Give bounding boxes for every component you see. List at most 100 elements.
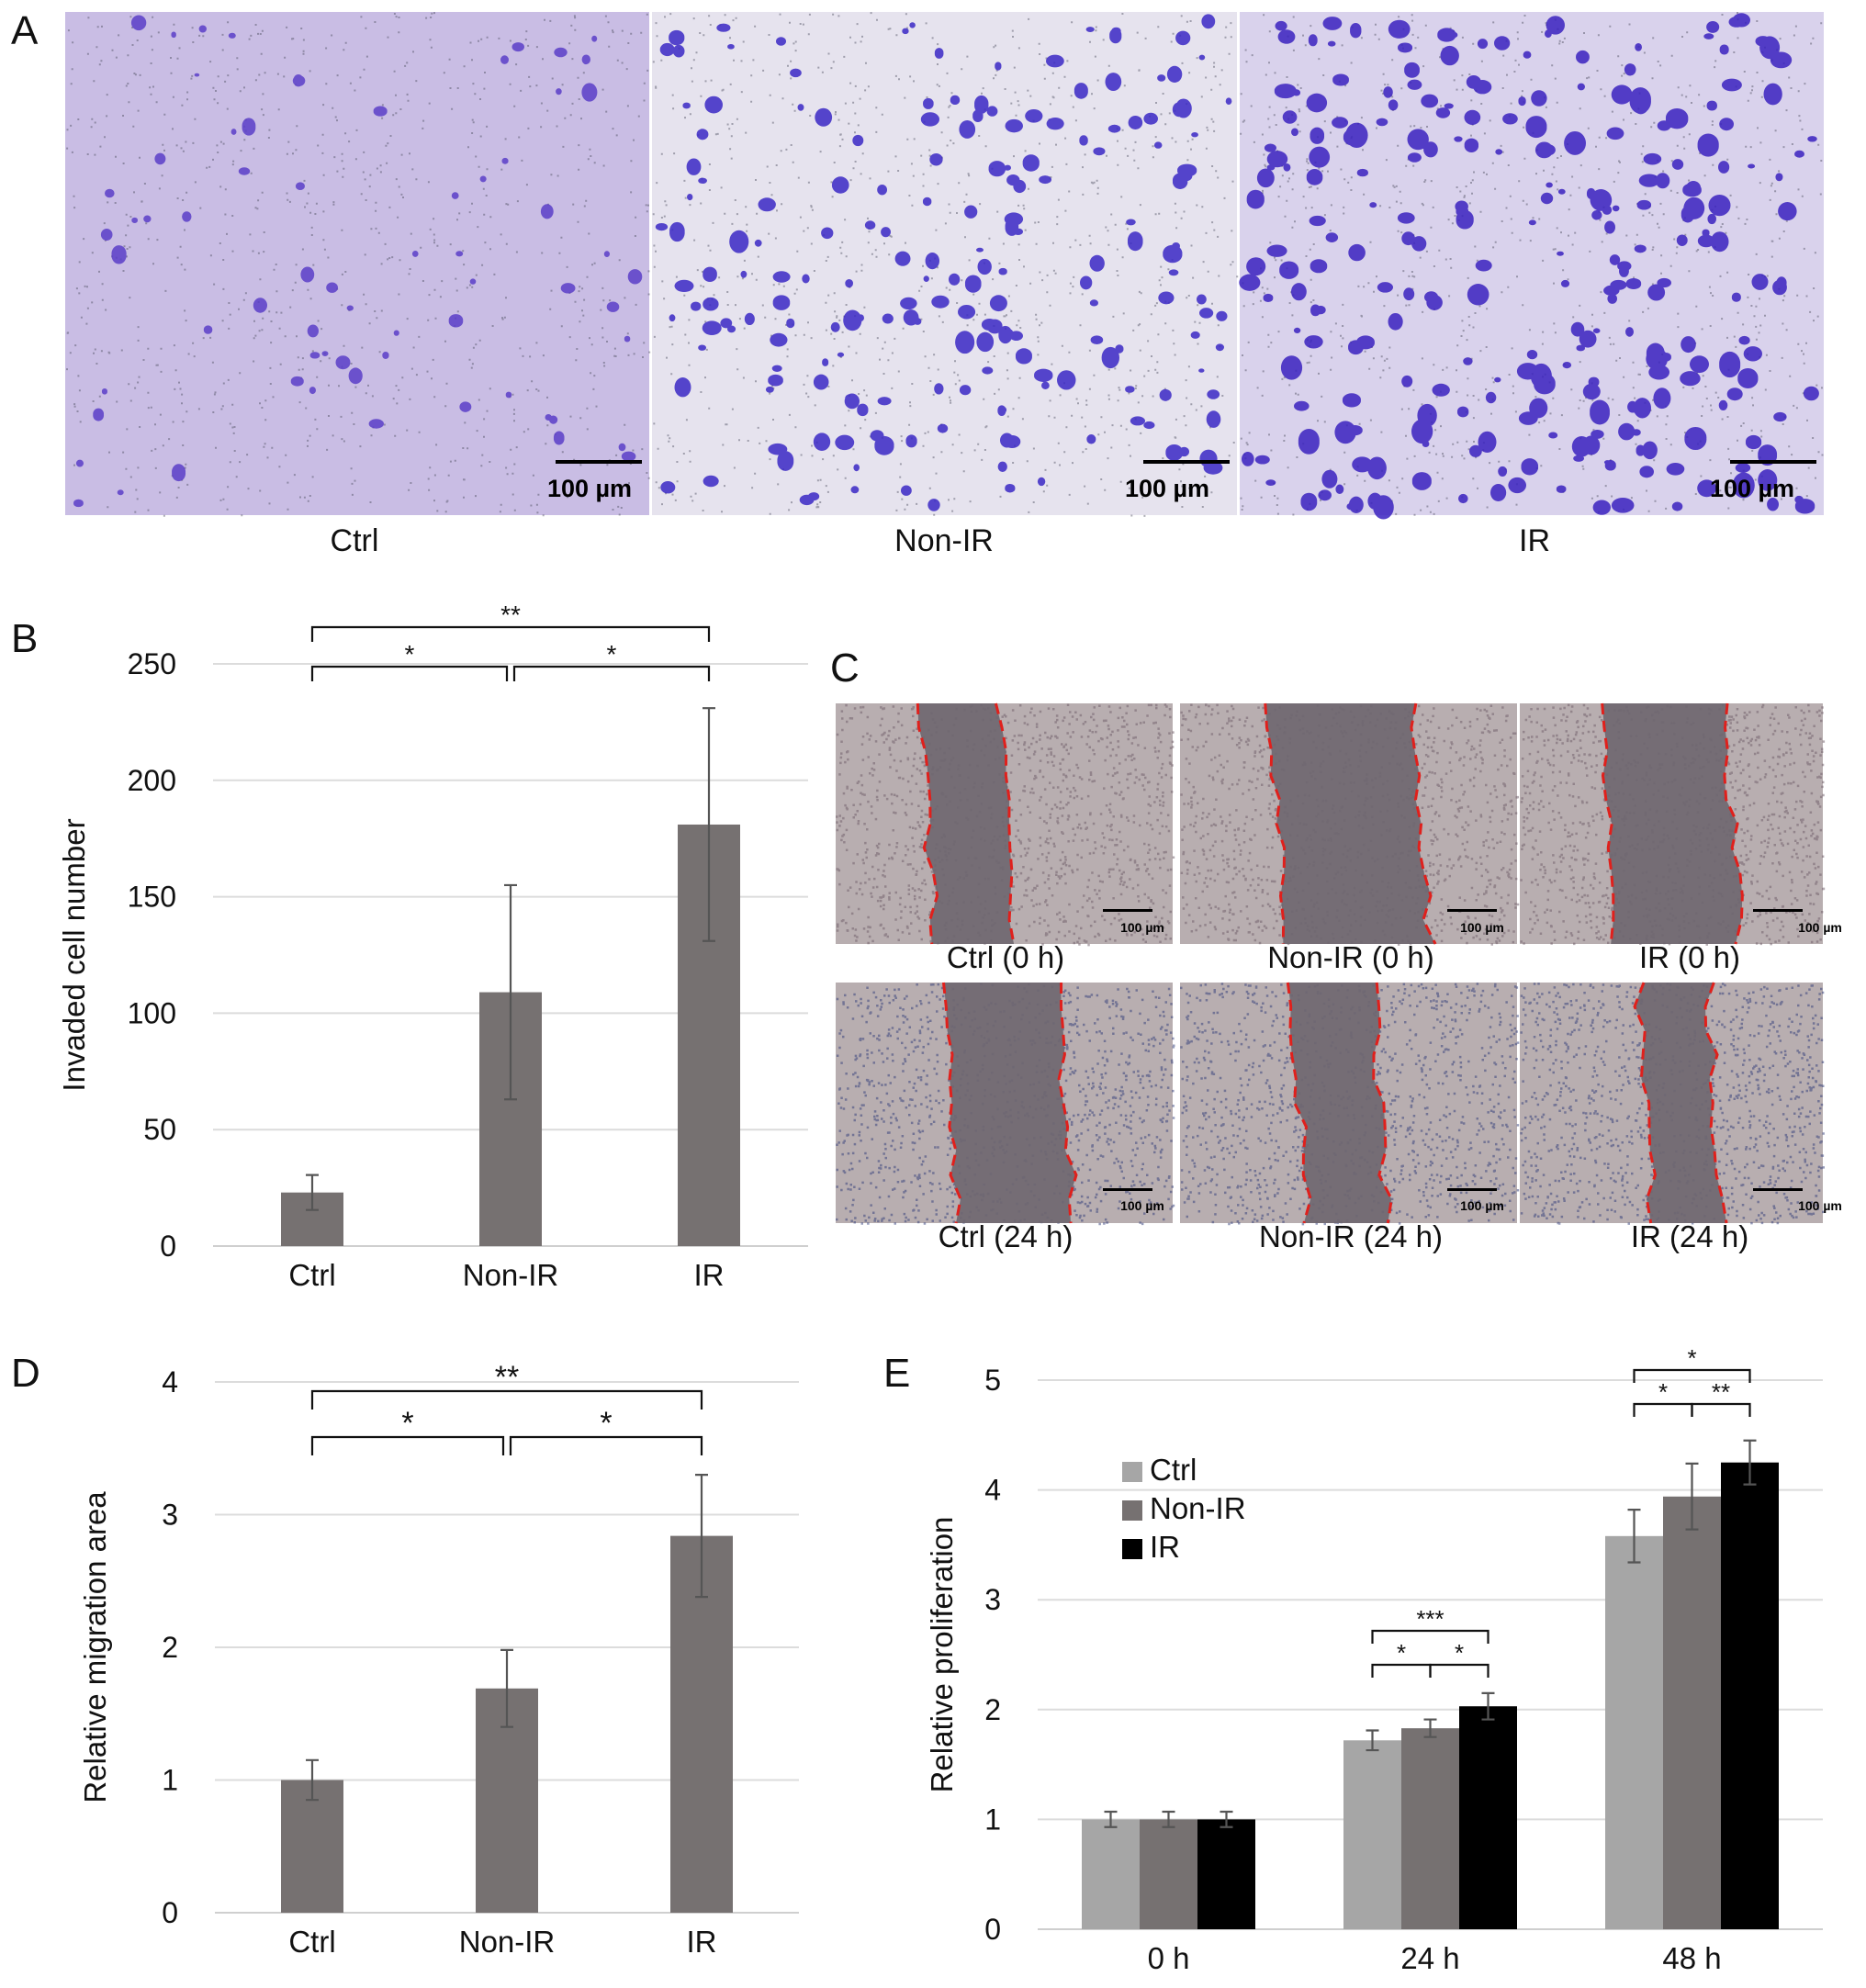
cell-texture (1520, 703, 1826, 946)
scale-bar (1730, 460, 1816, 464)
bar (1605, 1535, 1663, 1929)
y-tick-label: 0 (984, 1913, 1001, 1946)
wound-caption: Ctrl (0 h) (947, 940, 1064, 974)
significance-label: * (405, 640, 415, 668)
significance-bracket (310, 625, 711, 642)
y-tick-label: 0 (160, 1230, 176, 1263)
chart-relative-migration-area: 0 1 2 3 4 Relative migration area Ctrl Non-IR IR… (78, 1360, 799, 1959)
wound-gap (943, 983, 1077, 1223)
y-tick-label: 2 (162, 1631, 178, 1664)
error-bar (1743, 1439, 1757, 1486)
significance-bracket (1371, 1629, 1489, 1644)
scale-bar-label: 100 µm (1710, 475, 1794, 502)
wound-edge-left (1601, 702, 1615, 945)
error-bar (1627, 1509, 1641, 1564)
bar (281, 1780, 343, 1913)
error-bar (1423, 1718, 1437, 1738)
wound-image-ctrl-24h (836, 982, 1175, 1226)
wound-caption: Ctrl (24 h) (939, 1219, 1074, 1253)
wound-edge-right (1057, 982, 1078, 1224)
micrograph-non-ir (652, 12, 1239, 517)
scale-bar (1753, 909, 1803, 912)
bar (1721, 1462, 1779, 1929)
scale-bar-label: 100 µm (1120, 920, 1164, 935)
y-tick-label: 250 (128, 647, 176, 680)
error-bar (703, 707, 715, 942)
stained-cells (1239, 13, 1819, 520)
y-tick-label: 4 (984, 1474, 1001, 1507)
wound-edge-right (994, 702, 1016, 945)
legend-label: IR (1150, 1530, 1180, 1564)
wound-gap (917, 703, 1015, 944)
error-bar (306, 1174, 319, 1211)
scale-bar-label: 100 µm (1125, 475, 1209, 502)
y-tick-label: 150 (128, 881, 176, 914)
significance-bracket (1371, 1663, 1432, 1678)
panel-a-micrographs: Ctrl Non-IR IR 100 µm 100 µm 100 µm (65, 12, 1824, 558)
error-bar (1162, 1810, 1175, 1828)
panel-letter-b: B (11, 616, 38, 661)
wound-edge-left (1264, 702, 1287, 945)
scale-bar (1753, 1188, 1803, 1191)
significance-bracket (310, 1389, 703, 1410)
wound-edge-right (1723, 702, 1744, 945)
error-bar (1481, 1691, 1495, 1721)
scale-bar-label: 100 µm (1798, 920, 1842, 935)
significance-bracket (1633, 1368, 1751, 1383)
significance-bracket (310, 665, 509, 681)
y-tick-label: 2 (984, 1693, 1001, 1726)
micrograph-caption: Ctrl (331, 523, 379, 558)
scale-bar-label: 100 µm (547, 475, 632, 502)
wound-gap (1287, 983, 1392, 1223)
x-tick-label: Non-IR (463, 1258, 559, 1292)
legend-swatch (1122, 1539, 1142, 1559)
y-axis-label: Invaded cell number (57, 818, 91, 1091)
scale-bar (1447, 909, 1497, 912)
scale-bar-label: 100 µm (1120, 1198, 1164, 1213)
wound-edge-left (1286, 982, 1312, 1224)
bar (1663, 1496, 1721, 1929)
scale-bar-label: 100 µm (1798, 1198, 1842, 1213)
bar (1459, 1706, 1517, 1929)
significance-label: * (600, 1406, 612, 1441)
error-bar (500, 1648, 513, 1728)
significance-label: * (401, 1406, 413, 1441)
scale-bar (556, 460, 642, 464)
micrograph-background (65, 12, 649, 515)
panel-letter-c: C (830, 646, 860, 691)
significance-label: * (1687, 1344, 1696, 1372)
significance-label: * (1397, 1639, 1406, 1667)
panel-letter-a: A (11, 8, 39, 53)
x-tick-label: IR (687, 1925, 717, 1959)
x-tick-label: IR (694, 1258, 725, 1292)
x-tick-label: Ctrl (288, 1258, 335, 1292)
significance-label: ** (500, 601, 521, 629)
wound-edge-left (1633, 982, 1657, 1224)
y-axis-label: Relative proliferation (925, 1517, 959, 1793)
x-tick-label: 48 h (1662, 1941, 1721, 1975)
y-axis-label: Relative migration area (78, 1491, 112, 1803)
chart-invaded-cell-number: 0 50 100 150 200 250 Invaded cell number Ctrl No… (57, 601, 808, 1292)
y-tick-label: 3 (162, 1499, 178, 1532)
scale-bar (1103, 909, 1152, 912)
stained-cells (655, 14, 1232, 511)
error-bar (695, 1474, 708, 1599)
x-tick-label: 0 h (1148, 1941, 1190, 1975)
y-tick-label: 1 (162, 1764, 178, 1797)
y-tick-label: 50 (143, 1113, 176, 1146)
error-bar (1220, 1810, 1233, 1828)
significance-bracket (310, 1435, 505, 1455)
scale-bar (1103, 1188, 1152, 1191)
y-tick-label: 200 (128, 764, 176, 797)
wound-gap (1265, 703, 1436, 944)
significance-bracket (509, 1435, 703, 1455)
micrograph-caption: IR (1519, 523, 1550, 558)
wound-edge-right (1410, 702, 1437, 945)
significance-bracket (1633, 1402, 1693, 1417)
micrograph-ir (1239, 12, 1824, 520)
wound-gap (1635, 983, 1727, 1223)
scale-bar-label: 100 µm (1460, 1198, 1504, 1213)
significance-label: * (1658, 1378, 1668, 1406)
cell-texture (836, 983, 1175, 1226)
wound-caption: IR (24 h) (1631, 1219, 1748, 1253)
